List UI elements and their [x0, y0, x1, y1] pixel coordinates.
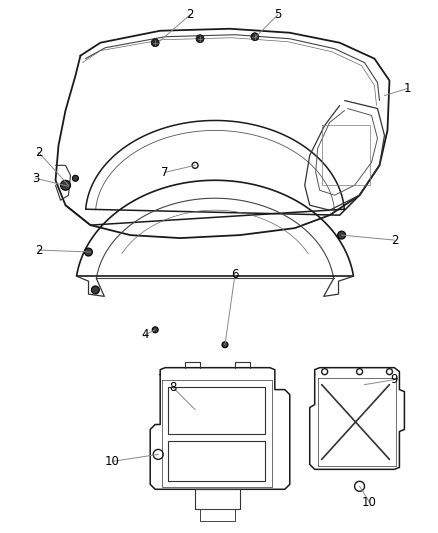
Text: 10: 10 [362, 496, 377, 509]
Circle shape [85, 248, 92, 256]
Circle shape [196, 35, 204, 43]
Circle shape [222, 342, 228, 348]
Circle shape [338, 231, 346, 239]
Text: 1: 1 [404, 82, 411, 95]
Text: 5: 5 [274, 9, 282, 21]
Text: 7: 7 [162, 166, 169, 179]
Text: 2: 2 [35, 146, 42, 159]
Text: 10: 10 [105, 455, 120, 468]
Text: 4: 4 [141, 328, 149, 341]
Text: 3: 3 [32, 172, 39, 185]
Circle shape [92, 286, 99, 294]
Text: 9: 9 [391, 373, 398, 386]
Text: 2: 2 [186, 9, 194, 21]
Circle shape [60, 180, 71, 190]
Text: 6: 6 [231, 269, 239, 281]
Circle shape [251, 33, 259, 41]
Circle shape [151, 39, 159, 47]
Text: 8: 8 [170, 381, 177, 394]
Circle shape [72, 175, 78, 181]
Text: 2: 2 [35, 244, 42, 256]
Text: 2: 2 [391, 233, 398, 247]
Circle shape [152, 327, 158, 333]
